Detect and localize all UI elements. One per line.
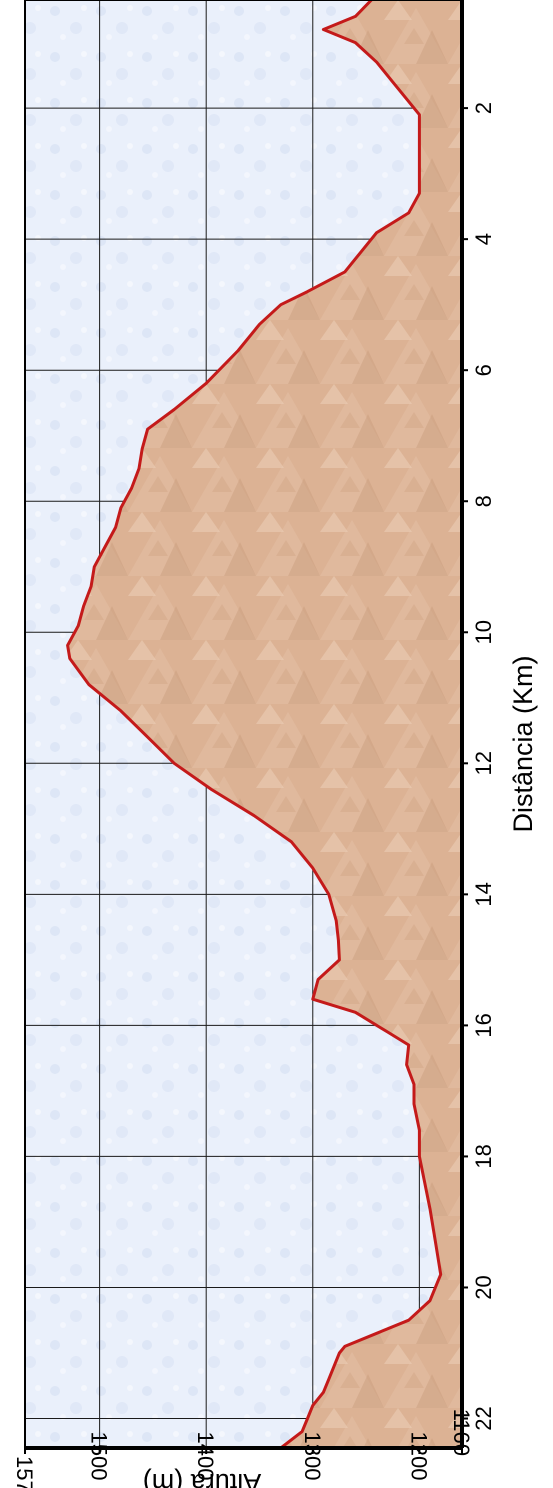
terrain-area [67,0,462,1448]
height-tick-label: 1500 [87,1432,112,1481]
distance-tick-label: 12 [471,751,496,775]
distance-tick-label: 6 [471,364,496,376]
distance-tick-label: 16 [471,1013,496,1037]
distance-tick-label: 2 [471,102,496,114]
distance-tick-label: 10 [471,620,496,644]
distance-tick-label: 14 [471,882,496,906]
profile-line [66,0,443,1448]
height-tick-label: 1300 [300,1432,325,1481]
distance-tick-label: 18 [471,1144,496,1168]
x-axis-title: Distância (Km) [508,655,538,832]
distance-tick-label: 22 [471,1406,496,1430]
distance-tick-label: 20 [471,1275,496,1299]
height-tick-label: 1160 [449,1409,474,1456]
y-axis-title: Altura (m) [143,1468,262,1488]
height-tick-label: 1400 [193,1432,218,1481]
height-tick-label: 1570 [12,1456,37,1488]
distance-tick-label: 8 [471,495,496,507]
distance-tick-label: 4 [471,233,496,245]
height-axis-ticks: 1160 1200 1300 1400 1500 1570 [12,1409,474,1488]
height-tick-label: 1200 [406,1432,431,1481]
distance-axis-ticks: 2 4 6 8 10 12 14 16 18 20 22 [462,102,496,1431]
